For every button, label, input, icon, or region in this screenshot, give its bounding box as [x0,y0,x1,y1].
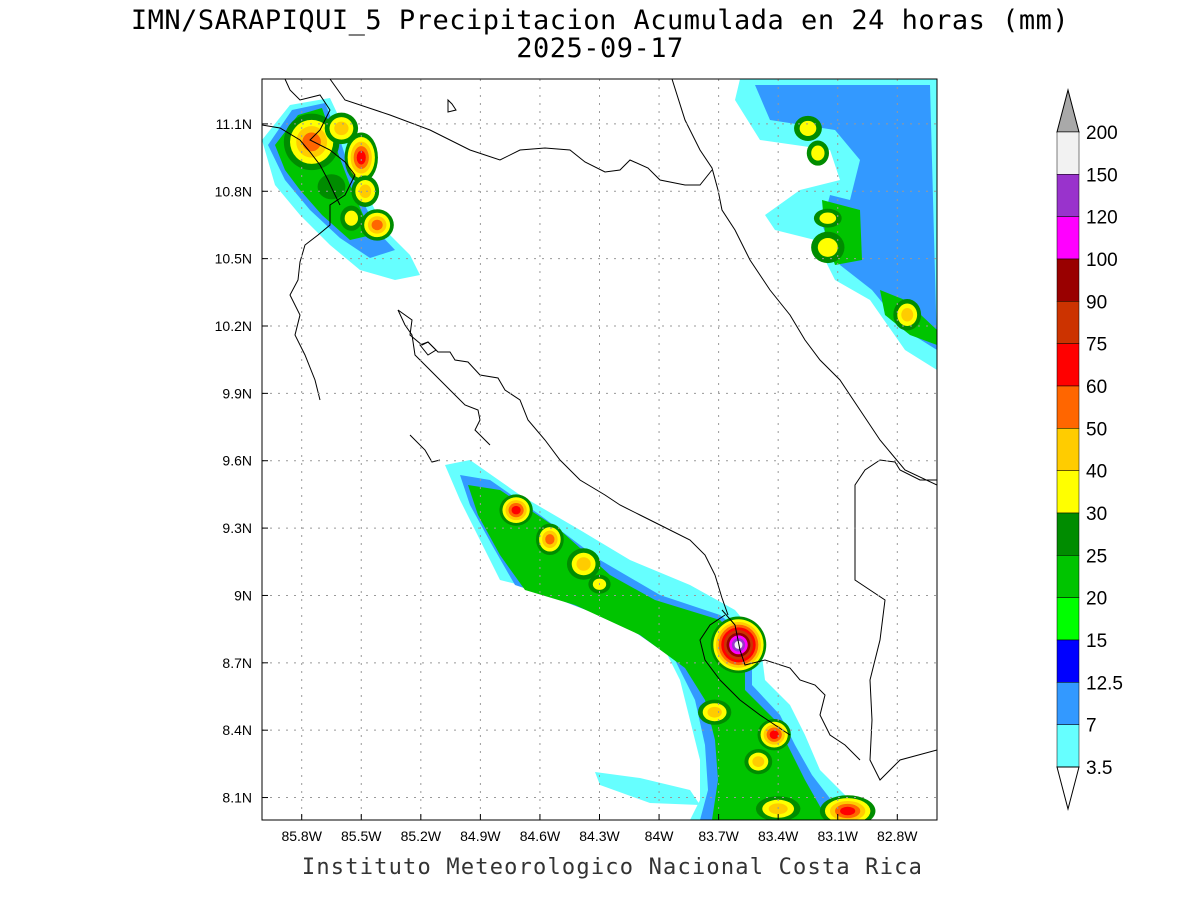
precip-core [359,184,372,199]
lat-tick-label: 10.8N [215,183,252,199]
lon-tick-label: 82.8W [877,828,918,844]
legend-label: 3.5 [1086,758,1112,779]
gridlines [262,79,937,820]
lon-tick-label: 84.6W [520,828,561,844]
panama-border [721,609,861,761]
legend-label: 40 [1086,462,1107,483]
precip-core [576,557,591,571]
precip-core [356,150,366,165]
legend-label: 120 [1086,208,1118,229]
legend-label: 7 [1086,716,1097,737]
precip-core [707,706,722,718]
gulf-island [419,341,437,356]
precip-core [371,219,383,231]
precip-core [752,756,765,768]
precip-core [901,308,914,322]
legend-swatch [1056,555,1080,598]
legend-label: 60 [1086,377,1107,398]
lat-tick-label: 8.1N [222,790,252,806]
nicoya-peninsula-tip [409,434,441,463]
lat-tick-label: 9.9N [222,385,252,401]
legend-swatch [1056,174,1080,217]
legend-label: 12.5 [1086,673,1123,694]
nicaragua-costa-rica-border [262,124,341,206]
lat-tick-label: 9.6N [222,453,252,469]
lon-tick-label: 84.9W [460,828,501,844]
precip-band-south-inner [468,485,835,820]
inner-gulf [397,309,491,446]
legend-swatch [1056,639,1080,683]
lat-tick-label: 10.5N [215,251,252,267]
precip-core [769,730,779,739]
pacific-coast-north [284,79,356,401]
caribbean-coast [671,79,937,486]
legend-bottom-arrow [1056,766,1080,811]
precipitation-field [262,79,937,820]
legend-label: 200 [1086,123,1118,144]
legend-label: 100 [1086,250,1118,271]
lon-tick-label: 83.4W [758,828,799,844]
lat-tick-label: 9.3N [222,520,252,536]
legend-top-arrow [1056,88,1080,133]
lon-tick-label: 85.2W [401,828,442,844]
legend-swatch [1056,428,1080,471]
legend-swatch [1056,724,1080,768]
precip-core [344,210,359,226]
small-island [447,98,457,113]
map-title: IMN/SARAPIQUI_5 Precipitacion Acumulada … [130,5,1070,36]
legend-label: 50 [1086,419,1107,440]
footer-credit: Instituto Meteorologico Nacional Costa R… [301,855,924,880]
lat-tick-label: 11.1N [216,116,252,132]
legend-label: 30 [1086,504,1107,525]
lon-tick-label: 83.7W [698,828,739,844]
lon-tick-label: 85.5W [341,828,382,844]
precip-core [545,534,555,545]
lat-tick-label: 9N [234,587,252,603]
lat-tick-label: 8.7N [222,655,252,671]
nicaragua-lake-shore [329,79,713,186]
lat-tick-label: 8.4N [222,722,252,738]
lat-tick-label: 10.2N [215,318,252,334]
legend-swatch [1056,258,1080,302]
legend-swatch [1056,385,1080,429]
caribbean-coast-south [854,459,937,781]
legend-label: 25 [1086,546,1107,567]
lon-tick-label: 84W [645,828,675,844]
legend-swatch [1056,597,1080,641]
lon-tick-label: 85.8W [281,828,322,844]
legend-swatch [1056,216,1080,260]
precip-core [302,132,321,152]
precip-core [819,212,837,224]
coastlines [262,79,937,781]
legend-swatch [1056,470,1080,514]
legend-swatch [1056,343,1080,387]
lon-tick-label: 83.1W [818,828,859,844]
osa-coast [699,614,791,736]
legend-swatch [1056,301,1080,344]
axis-ticks: 85.8W 85.5W 85.2W 84.9W 84.6W 84.3W 84W 83.7W 83… [215,116,919,844]
precip-core [817,237,838,257]
precip-core [511,505,521,515]
legend-swatch [1056,131,1080,175]
legend-label: 20 [1086,589,1107,610]
lon-tick-label: 84.3W [579,828,620,844]
precip-core [799,120,817,136]
legend-swatch [1056,512,1080,556]
legend-label: 150 [1086,165,1118,186]
precip-band-southeast-strip [595,772,700,805]
precip-core [334,121,349,136]
legend-label: 90 [1086,292,1107,313]
map-date: 2025-09-17 [516,33,684,64]
precip-core [840,806,856,816]
color-legend: 200 150 120 100 90 75 60 50 40 30 25 20 15 12.5 7 3.5 [1056,88,1123,811]
legend-swatch [1056,682,1080,725]
precip-core [811,145,825,161]
legend-label: 15 [1086,631,1107,652]
legend-label: 75 [1086,335,1107,356]
